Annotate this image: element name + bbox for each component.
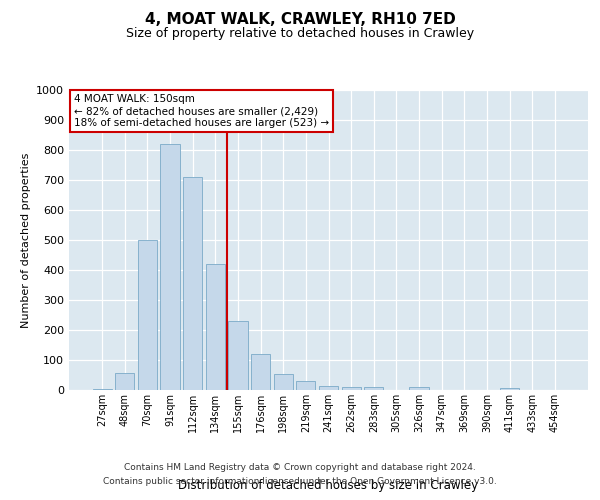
Bar: [364, 387, 383, 390]
Text: Contains public sector information licensed under the Open Government Licence v3: Contains public sector information licen…: [103, 477, 497, 486]
Y-axis label: Number of detached properties: Number of detached properties: [20, 152, 31, 328]
Bar: [206, 264, 225, 390]
Bar: [138, 240, 157, 390]
Bar: [115, 373, 134, 390]
Bar: [409, 387, 428, 390]
Bar: [500, 388, 519, 390]
Bar: [319, 386, 338, 390]
Text: 4, MOAT WALK, CRAWLEY, RH10 7ED: 4, MOAT WALK, CRAWLEY, RH10 7ED: [145, 12, 455, 28]
Text: 4 MOAT WALK: 150sqm
← 82% of detached houses are smaller (2,429)
18% of semi-det: 4 MOAT WALK: 150sqm ← 82% of detached ho…: [74, 94, 329, 128]
Text: Contains HM Land Registry data © Crown copyright and database right 2024.: Contains HM Land Registry data © Crown c…: [124, 464, 476, 472]
Bar: [92, 388, 112, 390]
Bar: [296, 381, 316, 390]
Bar: [229, 321, 248, 390]
Bar: [251, 354, 270, 390]
Text: Size of property relative to detached houses in Crawley: Size of property relative to detached ho…: [126, 28, 474, 40]
X-axis label: Distribution of detached houses by size in Crawley: Distribution of detached houses by size …: [178, 480, 479, 492]
Bar: [183, 177, 202, 390]
Bar: [160, 144, 180, 390]
Bar: [341, 387, 361, 390]
Bar: [274, 374, 293, 390]
